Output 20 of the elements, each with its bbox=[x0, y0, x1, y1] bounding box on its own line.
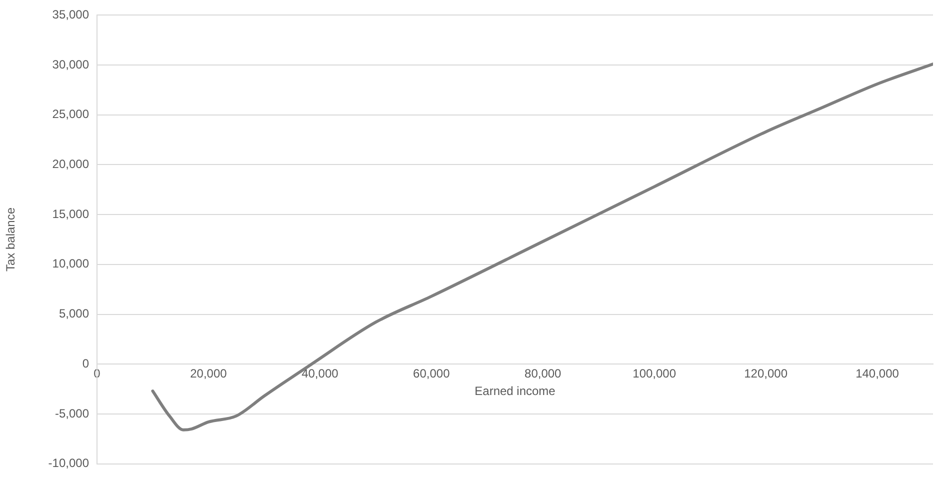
x-tick-label: 80,000 bbox=[524, 366, 562, 381]
x-tick-label: 140,000 bbox=[856, 366, 900, 381]
y-tick-label: 5,000 bbox=[58, 306, 90, 321]
y-tick-label: 30,000 bbox=[52, 57, 90, 72]
y-tick-label: 15,000 bbox=[52, 206, 90, 221]
y-tick-label: 35,000 bbox=[52, 8, 90, 22]
y-tick-label: 0 bbox=[82, 356, 90, 370]
x-tick-label: 120,000 bbox=[744, 366, 788, 381]
x-tick-label: 60,000 bbox=[413, 366, 450, 381]
x-axis-title: Earned income bbox=[474, 384, 556, 398]
y-tick-label: 20,000 bbox=[52, 157, 90, 172]
x-tick-label: 40,000 bbox=[302, 366, 339, 381]
x-tick-label: 20,000 bbox=[190, 366, 228, 381]
y-tick-label: 10,000 bbox=[52, 256, 90, 271]
line-series bbox=[151, 62, 933, 432]
y-tick-label: 25,000 bbox=[52, 107, 90, 122]
y-tick-label: -10,000 bbox=[48, 456, 90, 470]
y-tick-label: -5,000 bbox=[54, 406, 90, 420]
y-axis-title: Tax balance bbox=[4, 207, 18, 272]
x-tick-label: 100,000 bbox=[632, 366, 676, 381]
